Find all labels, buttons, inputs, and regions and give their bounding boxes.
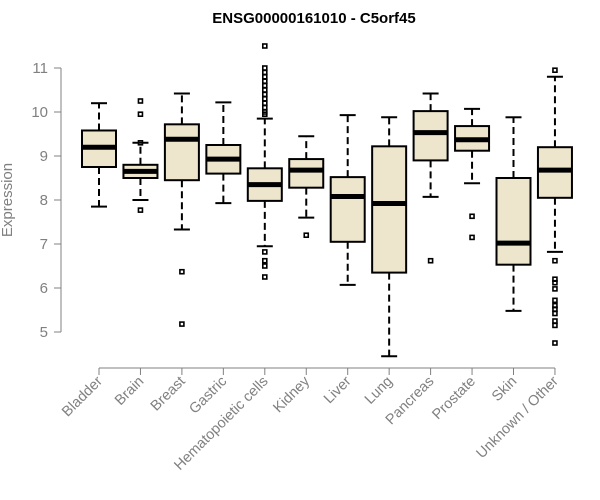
iqr-box: [288, 158, 325, 189]
outlier-point: [261, 43, 268, 49]
outlier-point: [427, 257, 434, 264]
x-tick-label-liver: Liver: [321, 373, 355, 407]
outlier-point: [261, 104, 268, 111]
box-bladder: [81, 102, 117, 208]
y-tick-label: 7: [40, 236, 48, 253]
outlier-point: [179, 321, 185, 327]
outlier-point: [137, 98, 144, 104]
iqr-box: [495, 177, 532, 266]
iqr-box: [412, 110, 449, 162]
outlier-point: [261, 87, 268, 93]
outlier-point: [137, 111, 144, 117]
outlier-point: [552, 297, 558, 304]
x-tick-label-bladder: Bladder: [59, 373, 106, 420]
outlier-point: [261, 257, 268, 264]
box-kidney: [288, 135, 325, 238]
outlier-point: [261, 69, 268, 76]
iqr-box: [329, 176, 366, 243]
outlier-point: [303, 232, 310, 238]
y-axis: 5 6 7 8 9 10 11: [31, 60, 62, 341]
outlier-point: [261, 82, 268, 89]
box-unknown-other: [536, 67, 573, 346]
outlier-point: [552, 67, 558, 73]
x-tick-label-skin: Skin: [489, 374, 520, 405]
outlier-point: [261, 111, 268, 117]
iqr-box: [163, 123, 200, 182]
outlier-point: [261, 96, 268, 102]
outlier-point: [179, 268, 185, 275]
box-hematopoietic-cells: [246, 43, 283, 280]
box-prostate: [454, 107, 491, 241]
y-tick-label: 9: [40, 148, 48, 165]
x-tick-label-lung: Lung: [362, 374, 396, 408]
outlier-point: [261, 249, 268, 255]
chart-title: ENSG00000161010 - C5orf45: [212, 10, 415, 27]
outlier-point: [261, 65, 268, 71]
outlier-point: [261, 91, 268, 98]
outlier-point: [137, 140, 144, 146]
x-tick-label-breast: Breast: [148, 374, 189, 415]
outlier-point: [469, 213, 475, 220]
outlier-point: [261, 78, 268, 84]
outlier-point: [552, 279, 558, 286]
outlier-point: [137, 207, 144, 213]
outlier-point: [261, 100, 268, 106]
x-tick-label-brain: Brain: [112, 374, 147, 409]
box-skin: [495, 116, 532, 312]
y-tick-label: 10: [31, 104, 48, 121]
outlier-point: [469, 234, 475, 241]
outlier-point: [552, 286, 558, 292]
y-tick-label: 11: [32, 60, 48, 77]
y-tick-label: 8: [40, 192, 48, 209]
outlier-point: [261, 263, 268, 269]
outlier-point: [261, 274, 268, 280]
y-tick-label: 5: [40, 324, 48, 341]
box-brain: [122, 98, 159, 213]
outlier-point: [552, 322, 558, 329]
x-tick-label-prostate: Prostate: [429, 374, 478, 423]
outlier-point: [552, 340, 558, 346]
outlier-point: [552, 310, 558, 317]
outlier-point: [261, 74, 268, 80]
outlier-point: [552, 306, 558, 312]
y-axis-label: Expression: [0, 163, 16, 237]
boxes-layer: [81, 43, 573, 358]
box-lung: [371, 116, 408, 358]
outlier-point: [552, 318, 558, 324]
box-pancreas: [412, 92, 449, 264]
box-breast: [163, 92, 200, 327]
y-tick-label: 6: [40, 280, 48, 297]
outlier-point: [552, 257, 558, 264]
box-liver: [329, 114, 366, 286]
x-tick-label-kidney: Kidney: [270, 373, 313, 416]
box-gastric: [205, 101, 242, 205]
iqr-box: [371, 145, 408, 274]
